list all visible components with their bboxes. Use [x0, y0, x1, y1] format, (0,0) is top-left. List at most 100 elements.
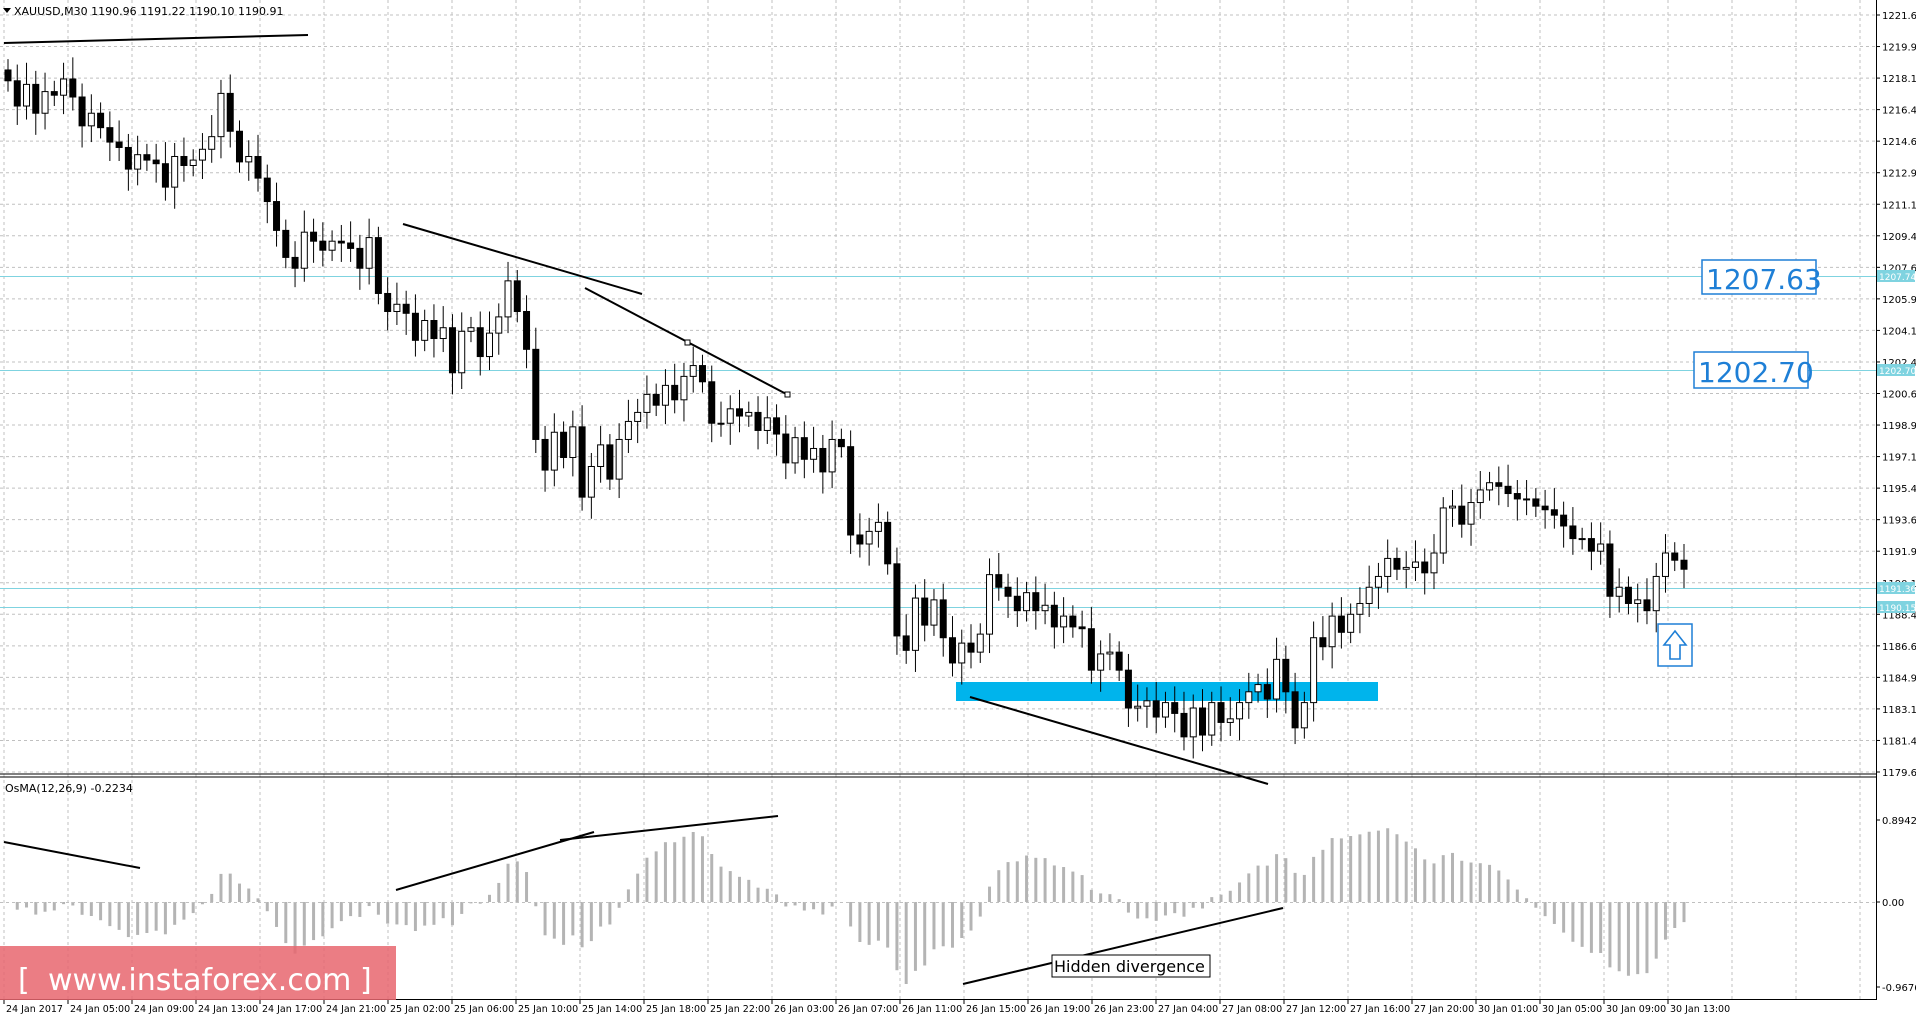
candle [597, 425, 605, 483]
grid [0, 0, 1876, 999]
candle [1217, 686, 1225, 742]
candle [134, 135, 142, 186]
candle [1319, 616, 1327, 661]
candle [828, 420, 836, 489]
candle [78, 83, 86, 148]
candle [124, 133, 132, 191]
osma-tick-label: -0.9676 [1882, 983, 1916, 994]
trendline-top-left [3, 34, 309, 44]
candle [235, 120, 243, 173]
candle [911, 584, 919, 672]
time-tick-label: 27 Jan 04:00 [1158, 1004, 1218, 1015]
candle [736, 389, 744, 433]
candle [1226, 697, 1234, 736]
trendlines [3, 34, 1284, 985]
candle [4, 59, 12, 92]
candle [1550, 488, 1558, 529]
candle [1671, 542, 1679, 572]
candle [837, 428, 845, 458]
candle [810, 426, 818, 473]
candle [708, 365, 716, 443]
candle [1486, 471, 1494, 501]
time-tick-label: 27 Jan 20:00 [1414, 1004, 1474, 1015]
candle [1421, 548, 1429, 595]
candle [1124, 653, 1132, 727]
time-tick-label: 24 Jan 13:00 [198, 1004, 258, 1015]
candle [745, 401, 753, 427]
candle [1597, 522, 1605, 565]
symbol-dropdown-icon[interactable] [3, 8, 11, 13]
level-box-upper[interactable]: 1207.63 [1701, 259, 1822, 296]
candle [1337, 597, 1345, 649]
candle [782, 415, 790, 480]
price-tick-label: 1179.65 [1882, 768, 1916, 779]
candle [717, 401, 725, 437]
time-tick-label: 26 Jan 11:00 [902, 1004, 962, 1015]
price-tick-label: 1186.65 [1882, 642, 1916, 653]
time-tick-label: 24 Jan 05:00 [70, 1004, 130, 1015]
candle [226, 74, 234, 148]
candle [819, 434, 827, 494]
candle [1606, 530, 1614, 618]
candle [1449, 489, 1457, 527]
price-tick-label: 1200.65 [1882, 390, 1916, 401]
candle [69, 57, 77, 111]
candle [171, 142, 179, 209]
up-arrow-box[interactable] [1657, 623, 1693, 667]
osma-trend-2 [395, 831, 595, 891]
candle [1384, 539, 1392, 593]
price-tick-label: 1218.15 [1882, 74, 1916, 85]
candle [1513, 480, 1521, 521]
candle [986, 558, 994, 654]
candle [1208, 691, 1216, 746]
candle [532, 327, 540, 453]
candle [1282, 645, 1290, 714]
time-tick-label: 26 Jan 19:00 [1030, 1004, 1090, 1015]
candle [1467, 489, 1475, 546]
price-tag-label: 1207.74 [1879, 273, 1916, 283]
candle [365, 218, 373, 285]
candle [273, 182, 281, 247]
candle [1430, 534, 1438, 590]
candle [1171, 686, 1179, 733]
candle [402, 290, 410, 335]
candle [263, 164, 271, 224]
candle [1532, 488, 1540, 517]
candle [893, 547, 901, 655]
osma-tick-label: 0.8942 [1882, 816, 1916, 827]
candle [921, 579, 929, 642]
candle [1161, 691, 1169, 728]
candle [1078, 610, 1086, 648]
candle [1254, 673, 1262, 703]
watermark-bracket-left: [ [18, 963, 30, 998]
candle [754, 396, 762, 450]
candle [800, 421, 808, 479]
watermark: [ www.instaforex.com ] [0, 946, 396, 1000]
candle [374, 226, 382, 305]
candle [180, 137, 188, 182]
candle [1652, 562, 1660, 633]
price-tick-label: 1198.90 [1882, 421, 1916, 432]
candle [1310, 621, 1318, 722]
level-box-lower[interactable]: 1202.70 [1693, 351, 1814, 389]
candle [865, 517, 873, 566]
candle [1411, 540, 1419, 581]
price-tick-label: 1193.65 [1882, 516, 1916, 527]
time-tick-label: 30 Jan 09:00 [1606, 1004, 1666, 1015]
osma-header: OsMA(12,26,9) -0.2234 [5, 782, 133, 795]
watermark-text: www.instaforex.com [48, 963, 351, 998]
level-label-lower: 1202.70 [1698, 356, 1814, 389]
candle [1097, 640, 1105, 692]
candle [476, 311, 484, 376]
osma-axis: 0.8942 0.00 -0.9676 [1876, 816, 1916, 994]
price-tick-label: 1209.40 [1882, 232, 1916, 243]
time-axis: 24 Jan 2017 24 Jan 05:00 24 Jan 09:00 24 Ja… [3, 999, 1730, 1015]
candle [430, 304, 438, 358]
price-tag [1877, 270, 1915, 282]
candle [1439, 497, 1447, 564]
candle [680, 362, 688, 422]
candle [1060, 597, 1068, 644]
candle [624, 399, 632, 453]
candle [189, 149, 197, 177]
up-arrow-icon [1662, 629, 1688, 660]
